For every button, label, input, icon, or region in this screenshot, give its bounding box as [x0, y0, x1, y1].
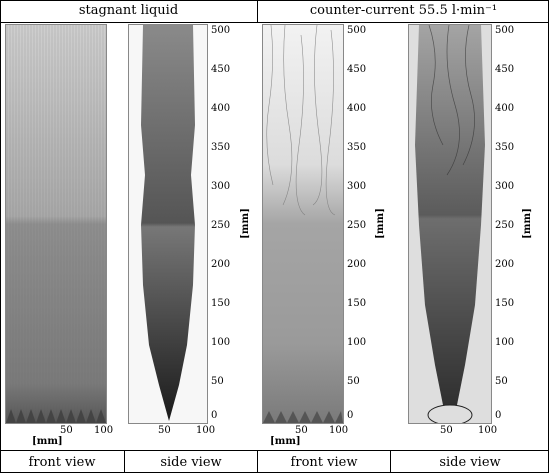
- footer-side-view-2: side view: [439, 455, 501, 470]
- y-tick: 250: [347, 220, 367, 231]
- y-tick: 350: [211, 142, 231, 153]
- y-tick: 350: [495, 142, 515, 153]
- y-tick: 400: [211, 103, 231, 114]
- header-stagnant-liquid: stagnant liquid: [78, 3, 179, 18]
- x-tick-100-1: 100: [94, 425, 114, 436]
- footer-divider: [0, 450, 549, 451]
- x-axis-unit-2: [mm]: [270, 436, 301, 447]
- x-tick-50-3: 50: [295, 425, 308, 436]
- header-divider: [0, 22, 549, 23]
- y-axis-unit-3: [mm]: [521, 208, 533, 239]
- footer-divider-1: [124, 450, 125, 473]
- image-stagnant-front: [5, 24, 107, 424]
- x-axis-unit-1: [mm]: [32, 436, 63, 447]
- x-tick-50-1: 50: [60, 425, 73, 436]
- y-tick: 0: [211, 410, 218, 421]
- y-tick: 200: [347, 259, 367, 270]
- x-tick-100-3: 100: [329, 425, 349, 436]
- y-tick: 50: [495, 376, 508, 387]
- y-tick: 150: [347, 298, 367, 309]
- footer-side-view-1: side view: [160, 455, 222, 470]
- x-tick-100-2: 100: [196, 425, 216, 436]
- y-tick: 350: [347, 142, 367, 153]
- y-tick: 50: [347, 376, 360, 387]
- y-tick: 400: [495, 103, 515, 114]
- y-tick: 100: [495, 337, 515, 348]
- x-tick-50-2: 50: [158, 425, 171, 436]
- x-tick-50-4: 50: [440, 425, 453, 436]
- y-tick: 50: [211, 376, 224, 387]
- y-tick: 450: [495, 64, 515, 75]
- y-tick: 300: [347, 181, 367, 192]
- y-tick: 300: [495, 181, 515, 192]
- image-countercurrent-front: [262, 24, 344, 424]
- y-tick: 300: [211, 181, 231, 192]
- y-tick: 0: [495, 410, 502, 421]
- y-tick: 150: [495, 298, 515, 309]
- footer-front-view-2: front view: [290, 455, 358, 470]
- y-tick: 400: [347, 103, 367, 114]
- y-tick: 100: [347, 337, 367, 348]
- image-countercurrent-side: [408, 24, 492, 424]
- y-tick: 0: [347, 410, 354, 421]
- y-tick: 500: [211, 25, 231, 36]
- footer-divider-2: [257, 450, 258, 473]
- y-axis-unit-1: [mm]: [239, 208, 251, 239]
- y-tick: 100: [211, 337, 231, 348]
- y-tick: 450: [347, 64, 367, 75]
- image-stagnant-side: [128, 24, 208, 424]
- y-tick: 200: [495, 259, 515, 270]
- header-counter-current: counter-current 55.5 l·min⁻¹: [309, 3, 498, 18]
- header-column-divider: [257, 0, 258, 23]
- y-tick: 150: [211, 298, 231, 309]
- x-tick-100-4: 100: [478, 425, 498, 436]
- y-tick: 500: [347, 25, 367, 36]
- y-tick: 250: [495, 220, 515, 231]
- footer-divider-3: [390, 450, 391, 473]
- footer-front-view-1: front view: [28, 455, 96, 470]
- y-tick: 500: [495, 25, 515, 36]
- y-tick: 200: [211, 259, 231, 270]
- y-axis-unit-2: [mm]: [374, 208, 386, 239]
- y-tick: 250: [211, 220, 231, 231]
- y-tick: 450: [211, 64, 231, 75]
